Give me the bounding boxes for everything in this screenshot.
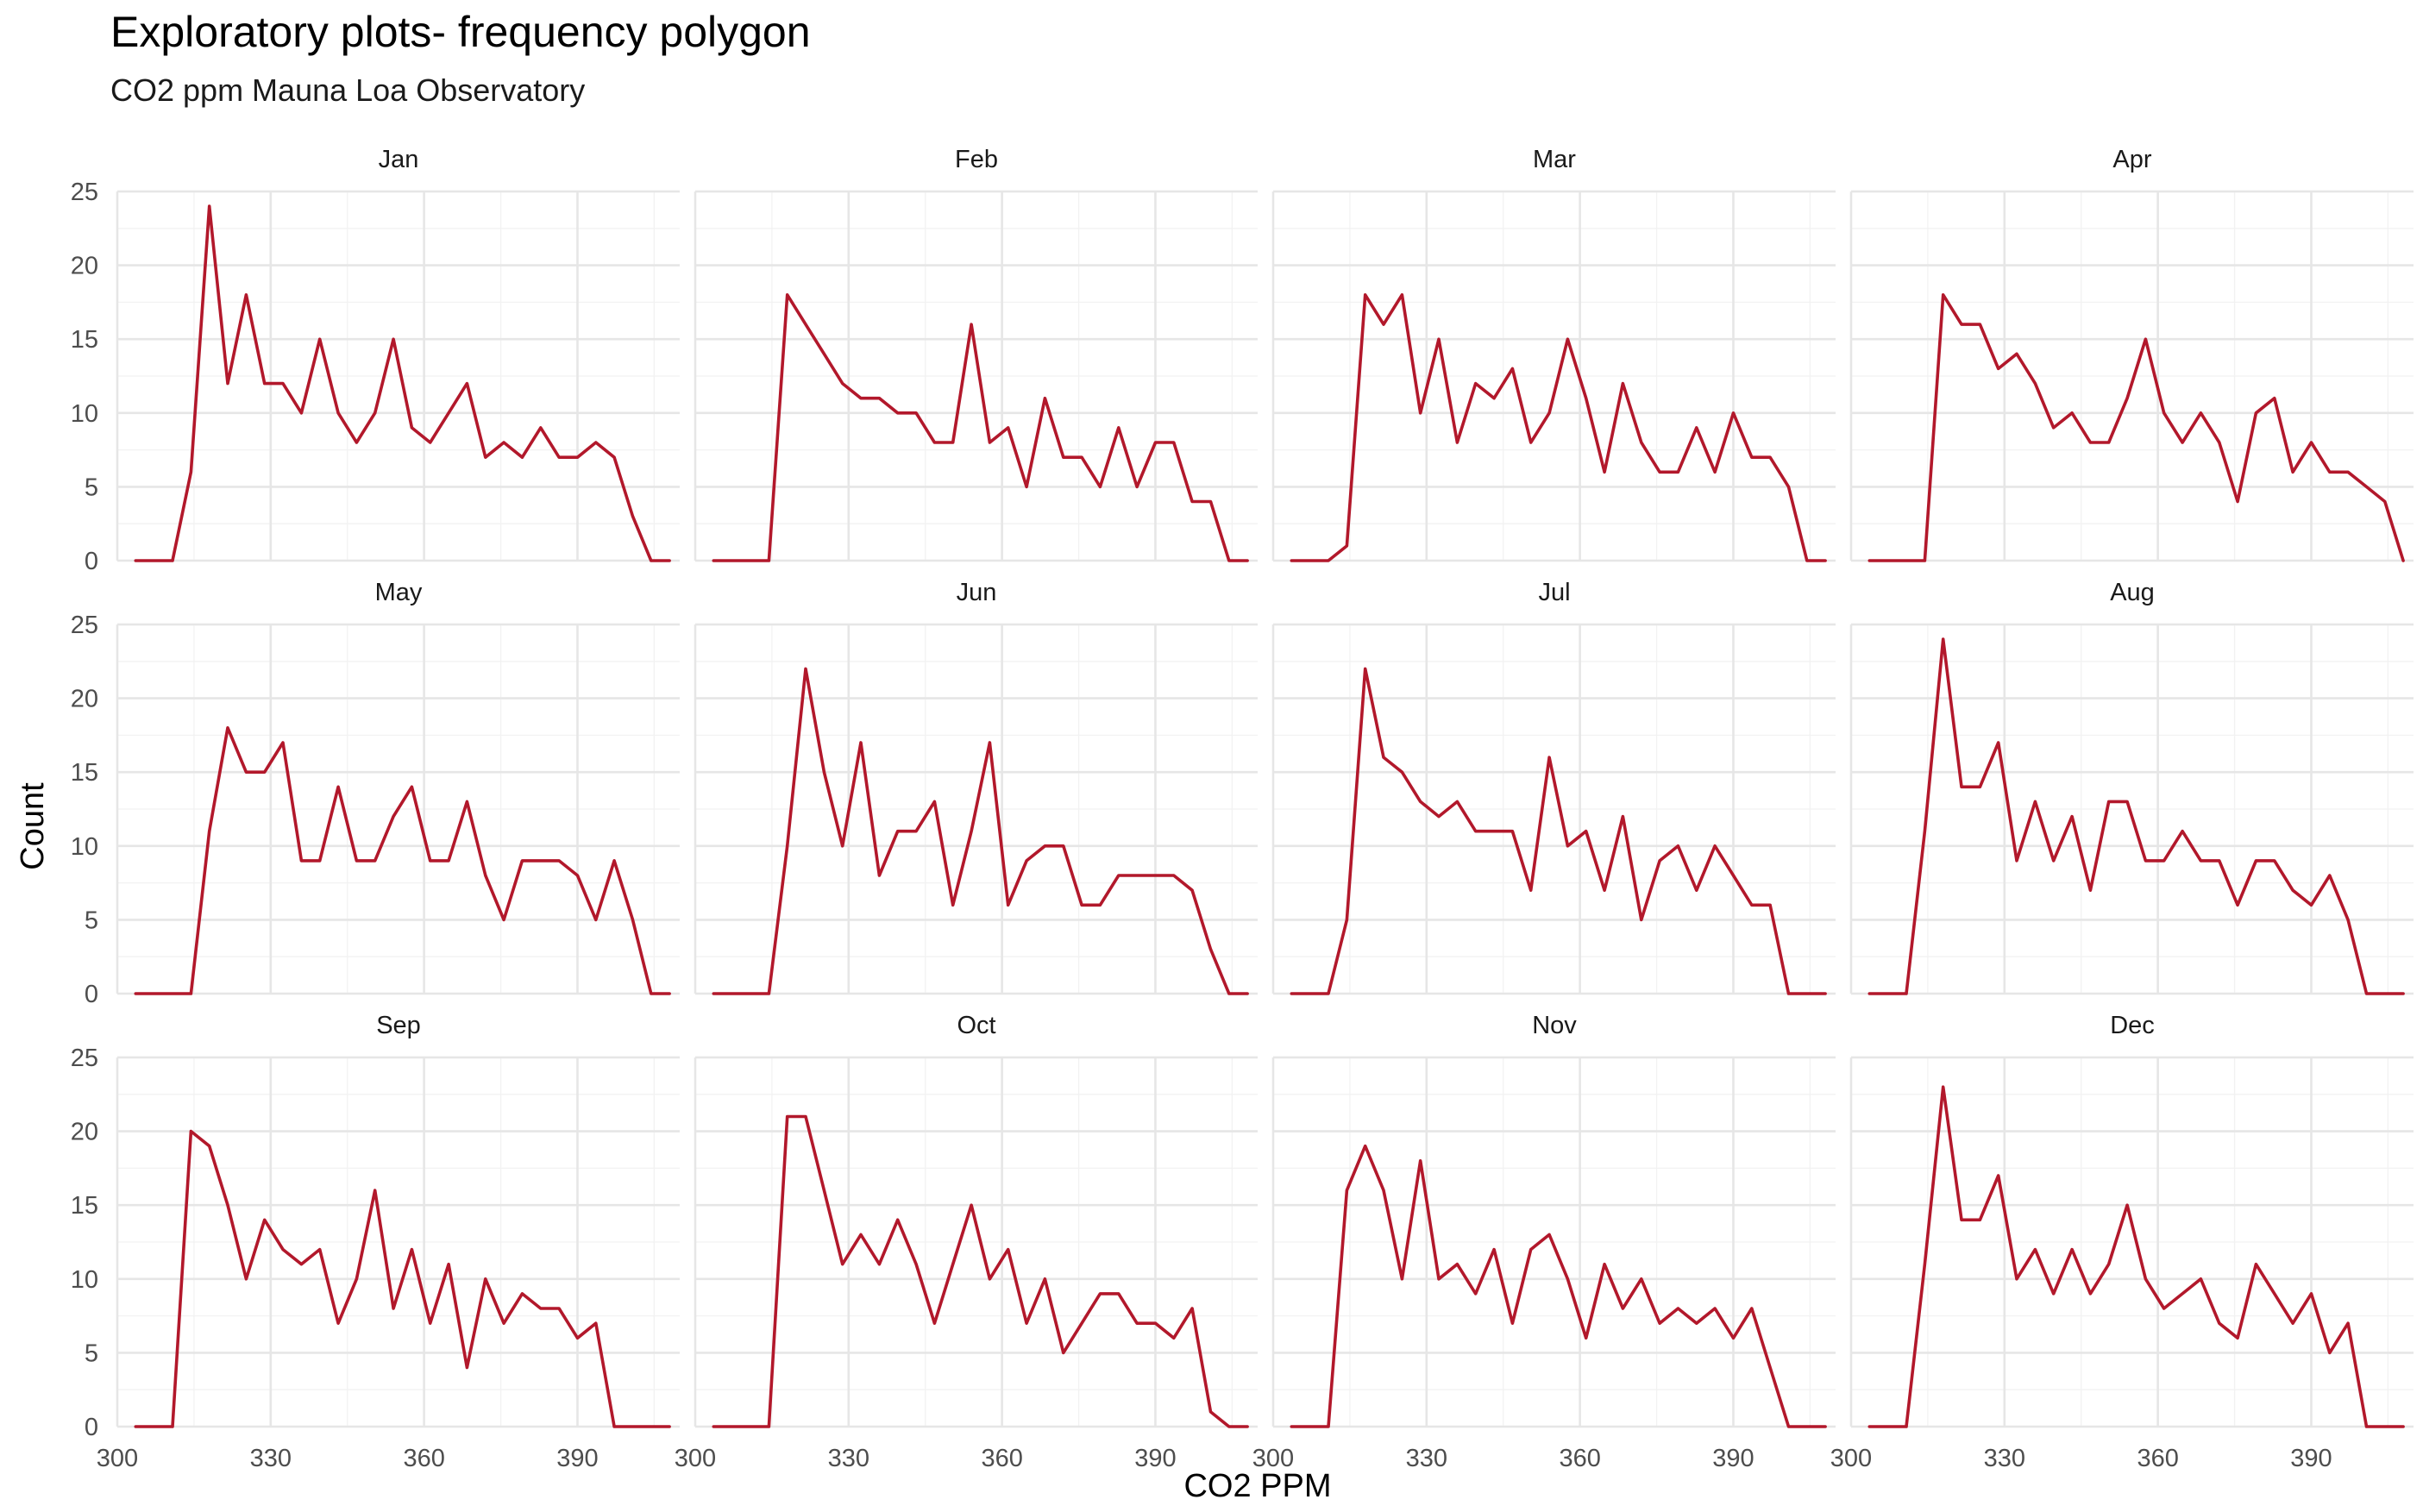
y-tick-label: 10	[71, 833, 98, 861]
facet-strip-label: Jan	[379, 146, 419, 173]
x-tick-label: 300	[1252, 1445, 1294, 1472]
facet-strip-label: Apr	[2112, 146, 2151, 173]
facet-strip-label: Oct	[957, 1012, 995, 1039]
facet-strip-label: Mar	[1533, 146, 1576, 173]
x-tick-label: 330	[1406, 1445, 1447, 1472]
x-tick-label: 300	[97, 1445, 138, 1472]
y-tick-label: 20	[71, 1119, 98, 1146]
facet-panel-dec: Dec 300 330 360 390	[1830, 1012, 2414, 1472]
x-tick-label: 360	[981, 1445, 1022, 1472]
frequency-polygon-line	[1290, 667, 1827, 995]
y-tick-label: 15	[71, 326, 98, 354]
facet-strip-label: Nov	[1532, 1012, 1577, 1039]
frequency-polygon-line	[1867, 292, 2405, 562]
facet-strip-label: Jul	[1538, 579, 1570, 606]
facet-strip-label: Dec	[2110, 1012, 2155, 1039]
x-tick-label: 330	[250, 1445, 292, 1472]
y-tick-label: 10	[71, 1266, 98, 1294]
x-tick-label: 390	[556, 1445, 598, 1472]
x-tick-label: 300	[675, 1445, 716, 1472]
frequency-polygon-line	[1290, 1144, 1827, 1428]
x-tick-label: 300	[1830, 1445, 1872, 1472]
y-tick-label: 20	[71, 253, 98, 280]
y-tick-label: 25	[71, 612, 98, 639]
facet-panel-jun: Jun	[694, 579, 1258, 995]
facet-panel-nov: Nov 300 330 360 390	[1252, 1012, 1836, 1472]
y-tick-label: 25	[71, 1045, 98, 1072]
frequency-polygon-line	[1290, 292, 1827, 562]
facet-panel-oct: Oct 300 330 360 390	[675, 1012, 1258, 1472]
facet-panel-mar: Mar	[1271, 146, 1836, 562]
x-tick-label: 360	[1559, 1445, 1600, 1472]
facet-strip-label: Jun	[957, 579, 997, 606]
y-tick-label: 25	[71, 179, 98, 206]
facet-panel-feb: Feb	[694, 146, 1258, 562]
frequency-polygon-line	[1867, 637, 2405, 995]
x-tick-label: 390	[1134, 1445, 1176, 1472]
facet-strip-label: Sep	[376, 1012, 421, 1039]
x-tick-label: 330	[1984, 1445, 2025, 1472]
facet-strip-label: Aug	[2110, 579, 2155, 606]
y-tick-label: 0	[85, 1414, 98, 1441]
y-tick-label: 15	[71, 1192, 98, 1220]
y-tick-label: 10	[71, 400, 98, 428]
facet-panel-aug: Aug	[1849, 579, 2414, 995]
facet-panel-apr: Apr	[1849, 146, 2414, 562]
frequency-polygon-line	[134, 1129, 671, 1428]
frequency-polygon-line	[134, 725, 671, 995]
x-axis-title: CO2 PPM	[1183, 1468, 1331, 1504]
frequency-polygon-line	[712, 292, 1249, 562]
frequency-polygon-line	[1867, 1085, 2405, 1428]
facet-panel-sep: Sep 0 5 10 15 20 25 300 330 360 390	[71, 1012, 680, 1472]
y-axis-title: Count	[15, 782, 51, 870]
y-tick-label: 5	[85, 474, 98, 501]
y-tick-label: 20	[71, 686, 98, 713]
frequency-polygon-line	[712, 667, 1249, 995]
y-tick-label: 5	[85, 907, 98, 934]
y-tick-label: 5	[85, 1339, 98, 1367]
facet-panel-may: May 0 5 10 15 20 25	[71, 579, 680, 1008]
y-tick-label: 0	[85, 981, 98, 1008]
y-tick-label: 0	[85, 548, 98, 575]
x-tick-label: 330	[828, 1445, 869, 1472]
facet-panel-jan: Jan 0 5 10 15 20 25	[71, 146, 680, 575]
frequency-polygon-line	[134, 204, 671, 562]
x-tick-label: 390	[1712, 1445, 1754, 1472]
chart-subtitle: CO2 ppm Mauna Loa Observatory	[110, 72, 586, 108]
facet-panel-jul: Jul	[1271, 579, 1836, 995]
facet-strip-label: May	[375, 579, 423, 606]
x-tick-label: 360	[2137, 1445, 2178, 1472]
frequency-polygon-line	[712, 1114, 1249, 1428]
x-tick-label: 390	[2290, 1445, 2332, 1472]
y-tick-label: 15	[71, 759, 98, 787]
facet-strip-label: Feb	[955, 146, 998, 173]
chart-title: Exploratory plots- frequency polygon	[110, 8, 811, 56]
panels-layer: Jan 0 5 10 15 20 25 Feb Mar Apr May 0 5 10 15 20 25 Jun Ju…	[71, 146, 2414, 1472]
x-tick-label: 360	[403, 1445, 444, 1472]
